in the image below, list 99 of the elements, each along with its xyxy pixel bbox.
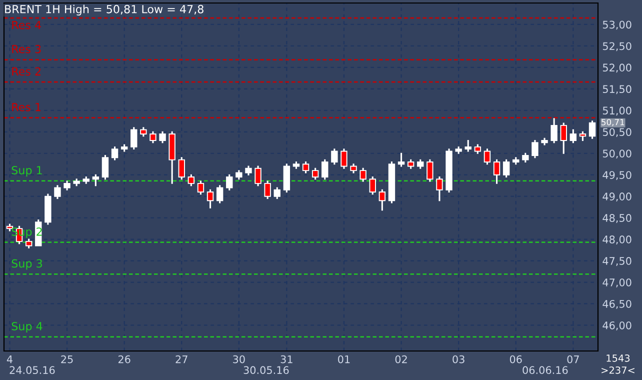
- candlestick: [140, 127, 147, 137]
- candlestick: [417, 159, 424, 169]
- x-tick-label: 01: [338, 355, 350, 364]
- candlestick: [283, 164, 290, 193]
- candlestick: [178, 157, 185, 180]
- candlestick: [512, 157, 520, 165]
- candlestick: [322, 159, 328, 180]
- candlestick: [245, 166, 252, 176]
- candlestick: [579, 131, 586, 141]
- candlestick: [82, 176, 90, 184]
- ref-line-label: Res 1: [12, 103, 41, 112]
- candlestick: [331, 148, 338, 165]
- ref-line-label: Sup 1: [12, 166, 42, 177]
- y-tick-label: 48,50: [602, 214, 632, 223]
- y-tick-label: 51,50: [602, 85, 632, 94]
- candlestick: [426, 159, 434, 182]
- candlestick: [111, 146, 118, 160]
- x-tick-label: 4: [6, 355, 12, 364]
- x-tick-label: 07: [567, 355, 579, 364]
- y-tick-label: 46,00: [602, 321, 632, 330]
- candlestick: [340, 148, 348, 169]
- candlestick: [312, 168, 319, 180]
- candlestick: [73, 178, 80, 186]
- x-tick-label: 25: [61, 355, 73, 364]
- candlestick: [264, 180, 271, 199]
- candlestick: [302, 161, 310, 174]
- candlestick: [168, 131, 176, 184]
- text: 24.05.16: [10, 366, 55, 374]
- y-tick-label: 50,00: [602, 150, 632, 159]
- candlestick: [560, 122, 567, 154]
- candlestick: [120, 144, 128, 152]
- y-tick-label: 52,00: [602, 64, 632, 73]
- y-tick-label: 46,50: [602, 300, 632, 309]
- text: >237<: [602, 366, 634, 374]
- candlestick: [570, 129, 577, 144]
- y-tick-label: 47,50: [602, 257, 632, 266]
- ref-line-label: Res 3: [12, 44, 41, 54]
- candlestick: [446, 148, 452, 193]
- candlestick: [407, 159, 414, 169]
- candlestick: [197, 180, 204, 195]
- y-tick-label: 48,00: [602, 236, 632, 244]
- y-tick-label: 52,50: [602, 42, 632, 52]
- ref-line-label: Sup 3: [12, 259, 42, 270]
- candlestick: [541, 138, 548, 146]
- candlestick: [102, 155, 109, 180]
- candlestick: [522, 152, 529, 162]
- candlestick: [150, 131, 156, 144]
- chart-title: BRENT 1H High = 50,81 Low = 47,8: [5, 4, 204, 16]
- x-tick-label: 27: [176, 355, 188, 364]
- candlestick: [502, 159, 510, 178]
- x-tick-label: 02: [395, 355, 407, 364]
- ref-line-label: Res 2: [12, 67, 40, 76]
- candlestick: [588, 120, 596, 139]
- candlestick: [388, 161, 396, 204]
- candlestick: [436, 176, 443, 202]
- candlestick: [484, 148, 491, 165]
- candlestick: [274, 187, 280, 199]
- candlestick: [188, 174, 195, 186]
- candlestick: [350, 164, 357, 174]
- candlestick: [550, 118, 558, 144]
- candlestick: [532, 140, 538, 158]
- candlestick: [474, 144, 482, 154]
- candlestick: [236, 170, 242, 180]
- text: 06.06.16: [522, 366, 568, 374]
- y-tick-label: 47,00: [602, 278, 632, 288]
- candlestick: [54, 185, 61, 199]
- y-tick-label: 51,00: [602, 106, 632, 116]
- candlestick: [398, 152, 405, 167]
- candlestick: [64, 180, 70, 190]
- candlestick: [226, 174, 233, 190]
- y-tick-label: 49,50: [602, 171, 632, 180]
- x-tick-label: 26: [118, 355, 130, 364]
- ref-line-label: Sup 4: [12, 322, 42, 333]
- candlestick: [44, 194, 52, 225]
- candlestick: [378, 189, 386, 211]
- candlestick: [206, 189, 214, 208]
- y-tick-label: 49,00: [602, 192, 632, 202]
- candlestick: [159, 131, 166, 144]
- candlestick: [92, 174, 100, 186]
- candlestick: [455, 146, 462, 154]
- candlestick: [130, 127, 138, 150]
- x-tick-label: 06: [510, 355, 522, 364]
- candlestick: [25, 238, 32, 248]
- x-tick-label: 30: [233, 355, 245, 364]
- y-tick-label: 50,50: [602, 128, 632, 138]
- text: 1543: [606, 354, 630, 362]
- y-tick-label: 53,00: [602, 20, 632, 30]
- text: 50,71: [602, 118, 624, 126]
- ref-line-label: Res 4: [12, 20, 41, 30]
- candlestick: [292, 161, 300, 169]
- candlestick: [216, 185, 224, 204]
- candlestick: [369, 176, 376, 195]
- candlestick: [254, 166, 262, 186]
- x-tick-label: 03: [452, 355, 464, 364]
- x-tick-label: 31: [280, 355, 292, 364]
- text: 30.05.16: [244, 366, 289, 374]
- candlestick: [360, 168, 366, 182]
- candlestick: [464, 140, 472, 152]
- candlestick: [493, 159, 500, 184]
